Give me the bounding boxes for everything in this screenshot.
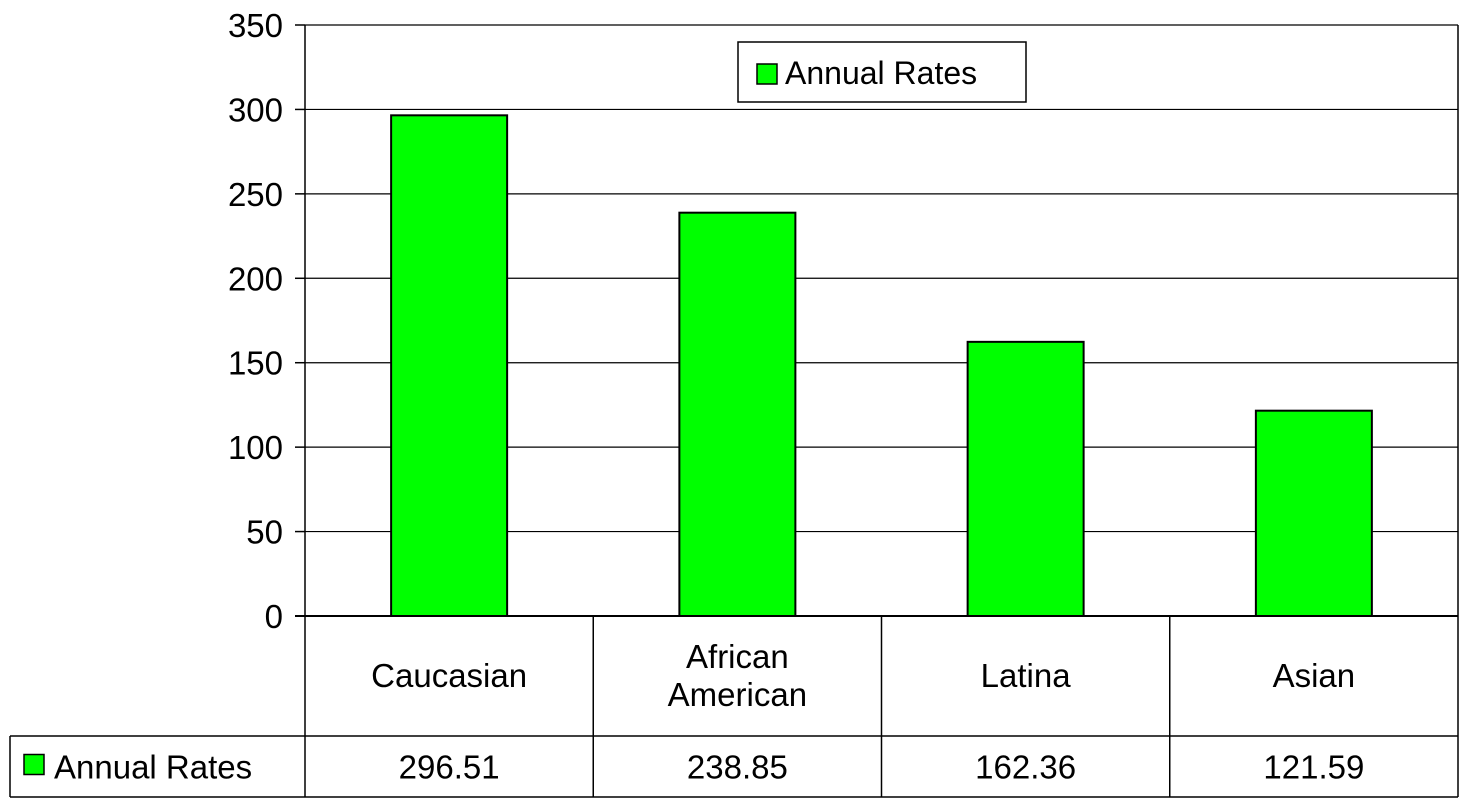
y-tick-label: 200	[228, 260, 283, 297]
bars	[390, 114, 1373, 618]
legend: Annual Rates	[737, 41, 1027, 103]
table-value-label: 296.51	[399, 749, 500, 786]
y-tick-label: 300	[228, 91, 283, 128]
x-category-label: Caucasian	[371, 657, 527, 694]
x-category-label: African	[686, 638, 789, 675]
bar	[390, 114, 509, 617]
table-value-label: 238.85	[687, 749, 788, 786]
axes	[295, 25, 1459, 617]
legend-entry: Annual Rates	[785, 55, 977, 91]
y-tick-label: 150	[228, 345, 283, 382]
y-tick-label: 250	[228, 176, 283, 213]
table-value-label: 121.59	[1263, 749, 1364, 786]
legend-swatch	[756, 63, 778, 85]
y-tick-label: 350	[228, 7, 283, 44]
y-tick-label: 0	[265, 598, 283, 635]
x-category-label: Latina	[981, 657, 1072, 694]
bar	[678, 211, 797, 617]
bar	[966, 340, 1085, 617]
x-category-label: Asian	[1273, 657, 1356, 694]
bar	[1254, 409, 1373, 618]
legend-box	[737, 41, 1027, 103]
table-value-label: 162.36	[975, 749, 1076, 786]
y-tick-labels: 0 50 100 150 200 250 300 350	[228, 7, 305, 635]
x-category-label: American	[668, 676, 807, 713]
y-tick-label: 50	[246, 514, 283, 551]
table-series-name: Annual Rates	[54, 749, 252, 786]
table-legend-swatch	[23, 753, 45, 776]
y-tick-label: 100	[228, 429, 283, 466]
